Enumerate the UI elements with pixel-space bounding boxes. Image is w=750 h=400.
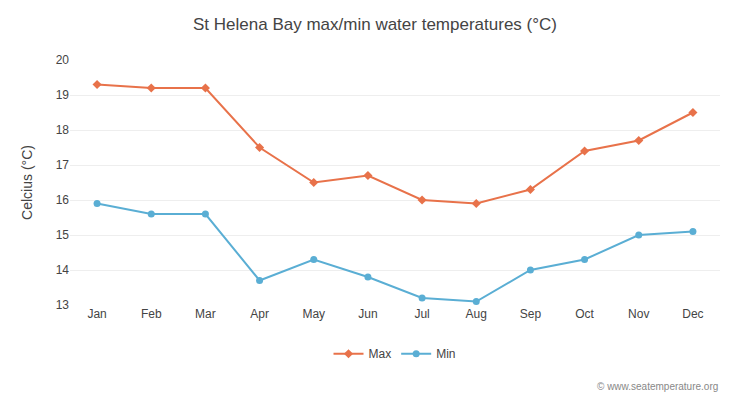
svg-text:17: 17	[56, 158, 70, 172]
svg-text:Jun: Jun	[358, 307, 377, 321]
svg-text:Dec: Dec	[682, 307, 703, 321]
svg-text:Aug: Aug	[466, 307, 487, 321]
svg-text:16: 16	[56, 193, 70, 207]
svg-text:Jan: Jan	[87, 307, 106, 321]
svg-text:13: 13	[56, 298, 70, 312]
svg-text:15: 15	[56, 228, 70, 242]
svg-text:Apr: Apr	[250, 307, 269, 321]
svg-text:Feb: Feb	[141, 307, 162, 321]
svg-text:Celcius (°C): Celcius (°C)	[19, 145, 35, 220]
svg-text:18: 18	[56, 123, 70, 137]
svg-text:St Helena Bay max/min water te: St Helena Bay max/min water temperatures…	[193, 15, 557, 34]
svg-text:© www.seatemperature.org: © www.seatemperature.org	[597, 381, 718, 392]
svg-text:Jul: Jul	[414, 307, 429, 321]
svg-text:Mar: Mar	[195, 307, 216, 321]
svg-text:Nov: Nov	[628, 307, 649, 321]
svg-text:14: 14	[56, 263, 70, 277]
svg-text:19: 19	[56, 88, 70, 102]
svg-text:Max: Max	[369, 347, 392, 361]
svg-text:Min: Min	[436, 347, 455, 361]
svg-text:Sep: Sep	[520, 307, 542, 321]
svg-text:May: May	[302, 307, 325, 321]
svg-text:20: 20	[56, 53, 70, 67]
svg-text:Oct: Oct	[575, 307, 594, 321]
